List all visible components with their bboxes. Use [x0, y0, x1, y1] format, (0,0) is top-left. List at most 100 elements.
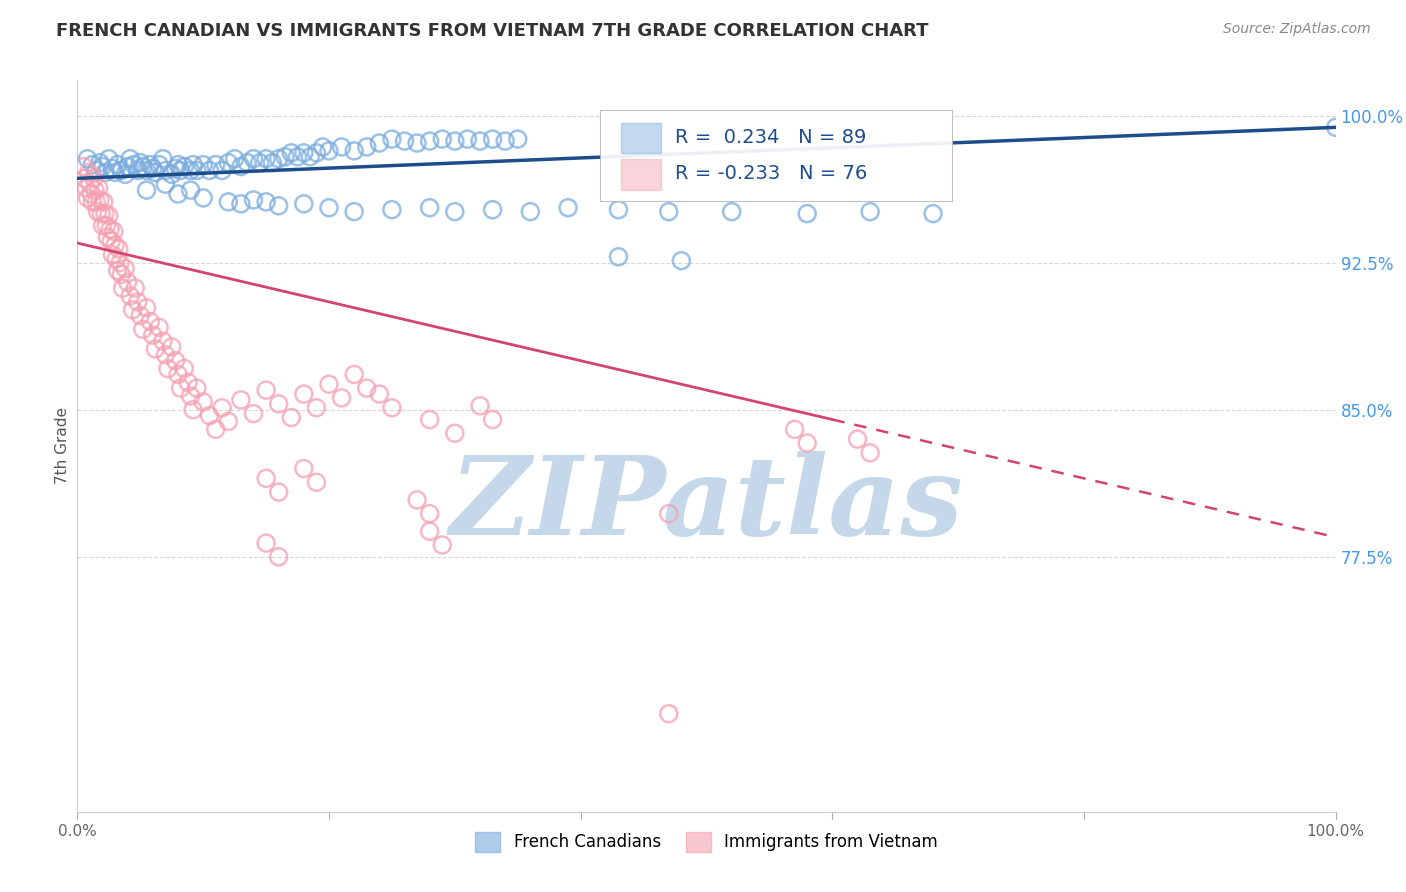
- Point: [142, 328, 165, 343]
- Point: [191, 158, 215, 172]
- Point: [419, 201, 441, 215]
- Point: [110, 268, 132, 282]
- Point: [299, 150, 322, 164]
- Point: [180, 183, 202, 197]
- Point: [419, 412, 441, 426]
- Point: [90, 206, 112, 220]
- Text: ZIPatlas: ZIPatlas: [450, 450, 963, 558]
- Point: [143, 342, 166, 356]
- Point: [97, 209, 120, 223]
- Point: [100, 234, 122, 248]
- Point: [343, 144, 366, 158]
- Point: [186, 381, 208, 395]
- Point: [444, 134, 467, 148]
- Point: [148, 158, 170, 172]
- Point: [394, 134, 416, 148]
- Point: [135, 301, 157, 315]
- Point: [198, 163, 221, 178]
- Point: [406, 492, 429, 507]
- Point: [101, 161, 124, 176]
- Point: [91, 160, 114, 174]
- Point: [132, 322, 155, 336]
- Point: [557, 201, 579, 215]
- Point: [305, 145, 328, 160]
- Point: [305, 401, 328, 415]
- Point: [86, 204, 108, 219]
- Point: [381, 401, 404, 415]
- Point: [217, 155, 239, 169]
- Point: [305, 475, 328, 490]
- Point: [107, 158, 129, 172]
- Point: [156, 361, 179, 376]
- Point: [108, 255, 131, 269]
- Point: [318, 144, 340, 158]
- Point: [211, 401, 233, 415]
- Y-axis label: 7th Grade: 7th Grade: [55, 408, 70, 484]
- Point: [165, 161, 187, 176]
- Point: [419, 134, 441, 148]
- Point: [139, 158, 162, 172]
- Point: [93, 194, 115, 209]
- Point: [330, 391, 353, 405]
- Text: Source: ZipAtlas.com: Source: ZipAtlas.com: [1223, 22, 1371, 37]
- Point: [796, 436, 818, 450]
- Point: [117, 160, 139, 174]
- Point: [607, 202, 630, 217]
- Point: [368, 136, 391, 150]
- Point: [181, 158, 204, 172]
- Point: [180, 163, 202, 178]
- Point: [254, 471, 277, 485]
- Point: [76, 152, 98, 166]
- Point: [152, 152, 174, 166]
- Point: [181, 402, 204, 417]
- Point: [155, 348, 177, 362]
- Point: [84, 194, 107, 209]
- Point: [143, 165, 166, 179]
- Point: [110, 163, 132, 178]
- Point: [267, 549, 290, 564]
- Point: [148, 320, 170, 334]
- Point: [120, 289, 142, 303]
- Point: [77, 165, 100, 179]
- Point: [267, 152, 290, 166]
- Point: [343, 204, 366, 219]
- Point: [94, 206, 117, 220]
- Point: [242, 152, 264, 166]
- Point: [217, 415, 239, 429]
- Text: R = -0.233   N = 76: R = -0.233 N = 76: [675, 164, 868, 184]
- Text: R =  0.234   N = 89: R = 0.234 N = 89: [675, 128, 866, 147]
- Point: [84, 163, 107, 178]
- Point: [83, 171, 105, 186]
- Point: [211, 163, 233, 178]
- Point: [432, 538, 454, 552]
- Point: [167, 368, 190, 382]
- Point: [658, 706, 681, 721]
- Point: [254, 536, 277, 550]
- Point: [224, 152, 246, 166]
- Point: [444, 426, 467, 441]
- Point: [139, 314, 162, 328]
- Point: [96, 219, 118, 233]
- Point: [481, 132, 503, 146]
- Point: [198, 409, 221, 423]
- Point: [186, 163, 208, 178]
- Point: [101, 248, 124, 262]
- Point: [91, 219, 114, 233]
- Point: [122, 158, 145, 172]
- Point: [135, 163, 157, 178]
- Point: [292, 461, 315, 475]
- Point: [160, 168, 183, 182]
- Point: [658, 507, 681, 521]
- Point: [103, 224, 125, 238]
- Point: [104, 238, 127, 252]
- Point: [254, 194, 277, 209]
- Point: [267, 199, 290, 213]
- Point: [280, 410, 302, 425]
- Point: [519, 204, 541, 219]
- Point: [368, 387, 391, 401]
- Point: [318, 201, 340, 215]
- Point: [173, 361, 195, 376]
- Point: [127, 163, 149, 178]
- Point: [267, 485, 290, 500]
- Point: [87, 181, 110, 195]
